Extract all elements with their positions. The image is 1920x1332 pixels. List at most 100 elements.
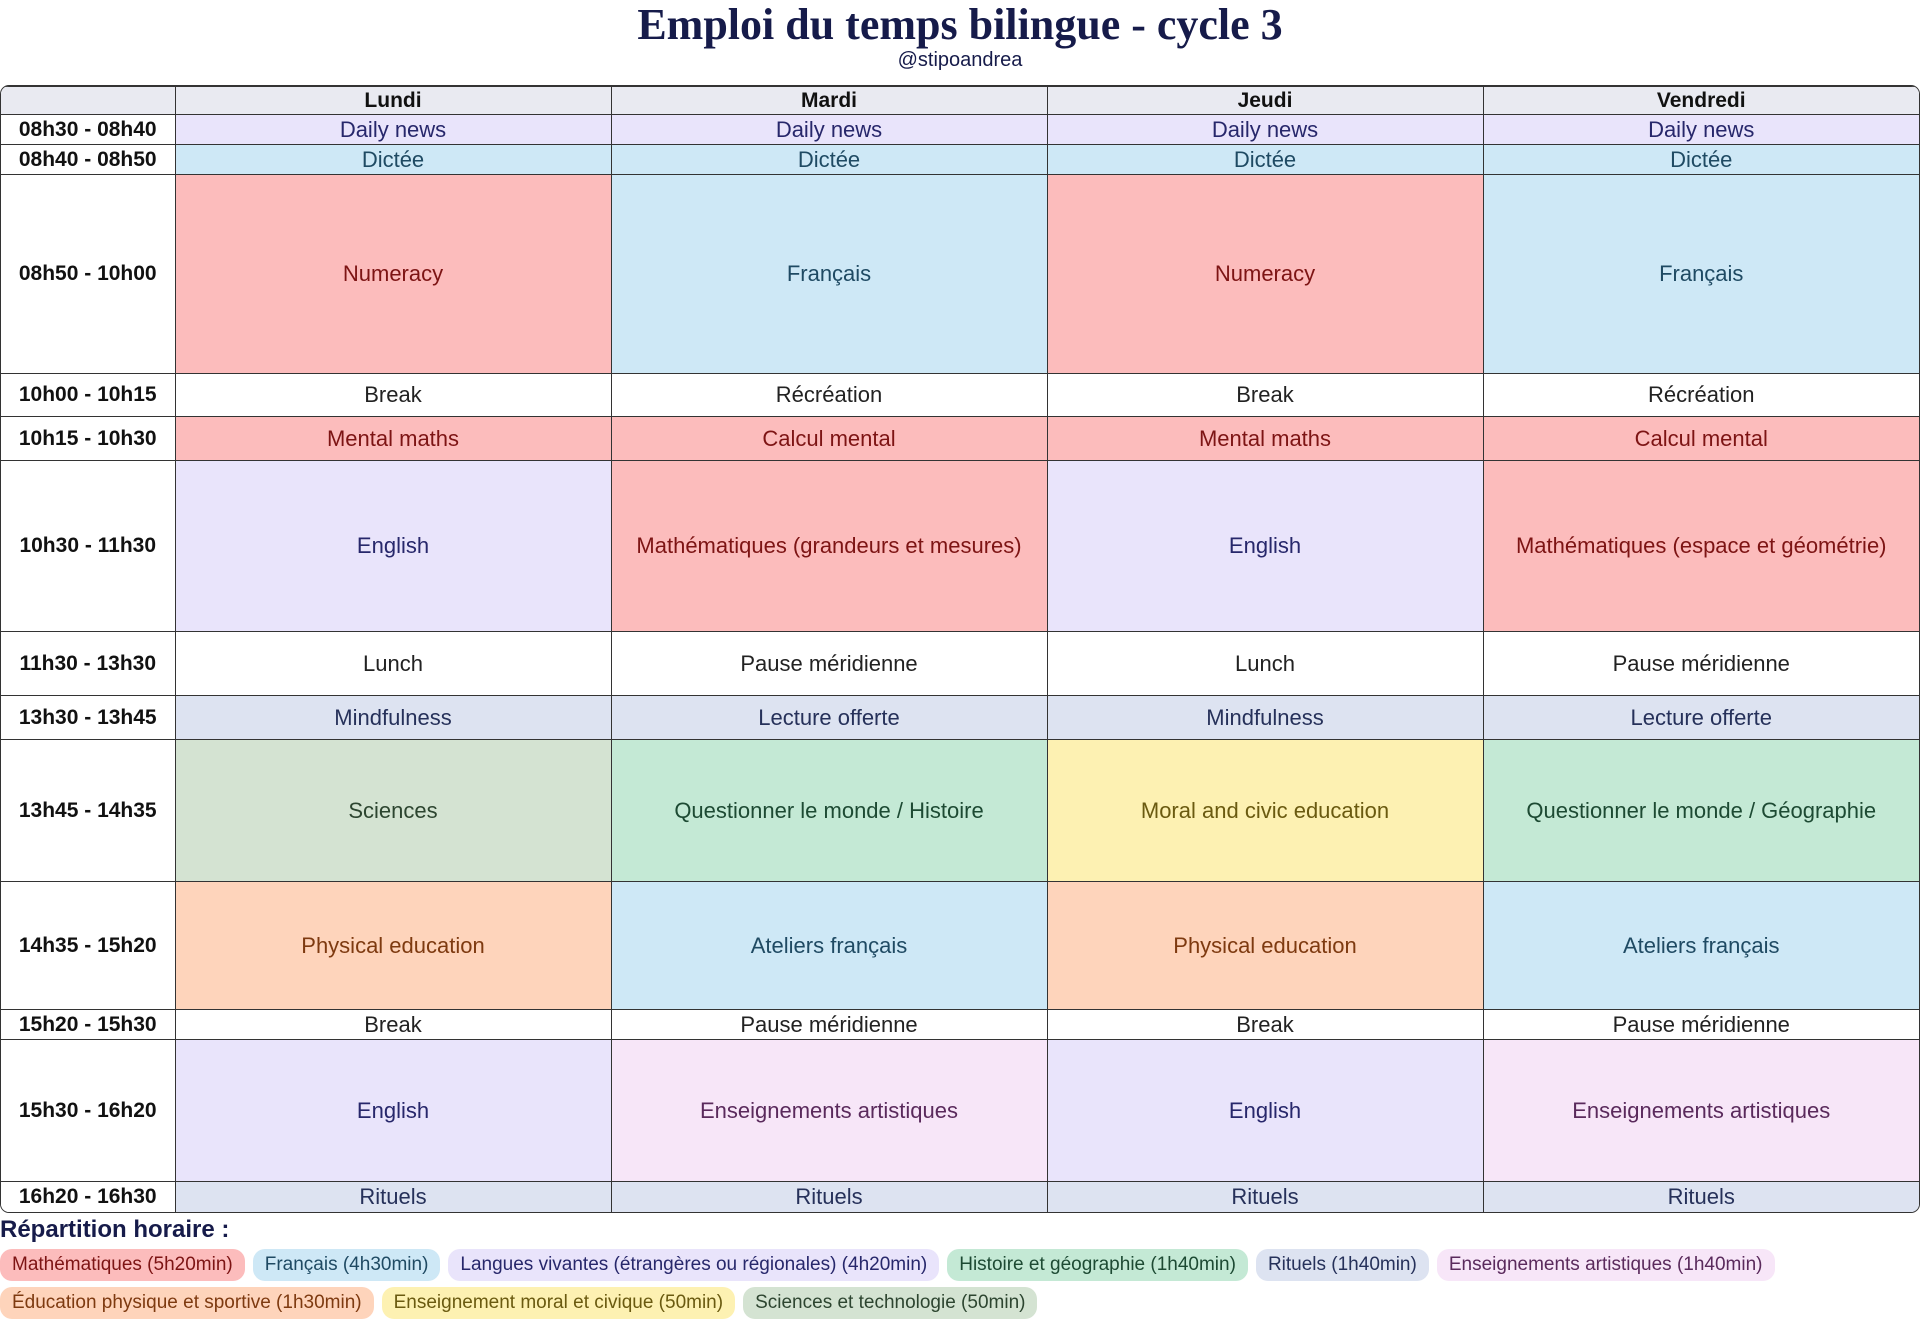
time-slot: 10h30 - 11h30 (1, 460, 176, 632)
day-header: Jeudi (1046, 86, 1484, 115)
lesson-cell: Mathématiques (espace et géométrie) (1482, 460, 1919, 632)
legend-item: Enseignements artistiques (1h40min) (1436, 1249, 1775, 1281)
lesson-cell: Lunch (1046, 631, 1484, 696)
time-row: 15h30 - 16h20 English Enseignements artist… (1, 1039, 1919, 1182)
lesson-cell: Français (1482, 174, 1919, 374)
lesson-cell: Calcul mental (1482, 416, 1919, 461)
lesson-cell: Daily news (1046, 114, 1484, 145)
time-row: 13h30 - 13h45 Mindfulness Lecture offerte M… (1, 695, 1919, 740)
lesson-cell: Questionner le monde / Géographie (1482, 739, 1919, 882)
time-slot: 08h30 - 08h40 (1, 114, 176, 145)
lesson-cell: Rituels (1482, 1181, 1919, 1212)
lesson-cell: Daily news (174, 114, 612, 145)
lesson-cell: Rituels (1046, 1181, 1484, 1212)
legend-item: Histoire et géographie (1h40min) (947, 1249, 1248, 1281)
time-slot: 08h40 - 08h50 (1, 144, 176, 175)
lesson-cell: Break (1046, 373, 1484, 417)
timetable: Lundi Mardi Jeudi Vendredi 08h30 - 08h40 Dail… (0, 85, 1920, 1213)
lesson-cell: Calcul mental (610, 416, 1048, 461)
legend-item: Rituels (1h40min) (1255, 1249, 1429, 1281)
lesson-cell: Lunch (174, 631, 612, 696)
lesson-cell: Enseignements artistiques (610, 1039, 1048, 1182)
lesson-cell: English (174, 460, 612, 632)
time-slot: 11h30 - 13h30 (1, 631, 176, 696)
lesson-cell: Ateliers français (610, 881, 1048, 1010)
lesson-cell: Enseignements artistiques (1482, 1039, 1919, 1182)
lesson-cell: Physical education (1046, 881, 1484, 1010)
lesson-cell: Pause méridienne (610, 1009, 1048, 1040)
legend: Mathématiques (5h20min) Français (4h30min… (0, 1249, 1920, 1319)
lesson-cell: Pause méridienne (610, 631, 1048, 696)
day-header: Mardi (610, 86, 1048, 115)
legend-item: Mathématiques (5h20min) (0, 1249, 245, 1281)
title: Emploi du temps bilingue - cycle 3 (637, 0, 1283, 49)
time-row: 14h35 - 15h20 Physical education Ateliers … (1, 881, 1919, 1010)
time-row: 16h20 - 16h30 Rituels Rituels Rituels Rituel… (1, 1181, 1919, 1212)
time-slot: 13h45 - 14h35 (1, 739, 176, 882)
time-row: 10h00 - 10h15 Break Récréation Break Récréat… (1, 373, 1919, 417)
lesson-cell: Lecture offerte (610, 695, 1048, 740)
day-header: Lundi (174, 86, 612, 115)
day-header: Vendredi (1482, 86, 1919, 115)
lesson-cell: Mathématiques (grandeurs et mesures) (610, 460, 1048, 632)
time-slot: 15h20 - 15h30 (1, 1009, 176, 1040)
lesson-cell: Break (174, 1009, 612, 1040)
time-row: 08h50 - 10h00 Numeracy Français Numeracy Fra… (1, 174, 1919, 374)
time-row: 15h20 - 15h30 Break Pause méridienne Break P… (1, 1009, 1919, 1040)
lesson-cell: Récréation (610, 373, 1048, 417)
lesson-cell: Lecture offerte (1482, 695, 1919, 740)
corner-cell (1, 86, 176, 115)
lesson-cell: Rituels (174, 1181, 612, 1212)
lesson-cell: Rituels (610, 1181, 1048, 1212)
lesson-cell: Break (1046, 1009, 1484, 1040)
legend-item: Sciences et technologie (50min) (743, 1287, 1038, 1319)
time-row: 10h15 - 10h30 Mental maths Calcul mental Me… (1, 416, 1919, 461)
legend-item: Éducation physique et sportive (1h30min) (0, 1287, 374, 1319)
time-slot: 08h50 - 10h00 (1, 174, 176, 374)
lesson-cell: Mindfulness (174, 695, 612, 740)
lesson-cell: Mindfulness (1046, 695, 1484, 740)
lesson-cell: Ateliers français (1482, 881, 1919, 1010)
lesson-cell: English (174, 1039, 612, 1182)
lesson-cell: Daily news (610, 114, 1048, 145)
legend-item: Enseignement moral et civique (50min) (381, 1287, 736, 1319)
lesson-cell: Mental maths (1046, 416, 1484, 461)
time-row: 08h30 - 08h40 Daily news Daily news Daily n… (1, 114, 1919, 145)
time-row: 08h40 - 08h50 Dictée Dictée Dictée Dictée (1, 144, 1919, 175)
lesson-cell: Dictée (1482, 144, 1919, 175)
lesson-cell: Mental maths (174, 416, 612, 461)
lesson-cell: Pause méridienne (1482, 1009, 1919, 1040)
time-slot: 10h15 - 10h30 (1, 416, 176, 461)
lesson-cell: Dictée (610, 144, 1048, 175)
time-row: 11h30 - 13h30 Lunch Pause méridienne Lunch P… (1, 631, 1919, 696)
lesson-cell: Dictée (174, 144, 612, 175)
lesson-cell: Numeracy (1046, 174, 1484, 374)
lesson-cell: Moral and civic education (1046, 739, 1484, 882)
time-slot: 10h00 - 10h15 (1, 373, 176, 417)
time-row: 10h30 - 11h30 English Mathématiques (grand… (1, 460, 1919, 632)
time-slot: 13h30 - 13h45 (1, 695, 176, 740)
time-row: 13h45 - 14h35 Sciences Questionner le mond… (1, 739, 1919, 882)
legend-item: Français (4h30min) (252, 1249, 441, 1281)
legend-item: Langues vivantes (étrangères ou régional… (448, 1249, 940, 1281)
lesson-cell: Sciences (174, 739, 612, 882)
time-slot: 15h30 - 16h20 (1, 1039, 176, 1182)
legend-title: Répartition horaire : (0, 1216, 230, 1243)
time-slot: 14h35 - 15h20 (1, 881, 176, 1010)
lesson-cell: Break (174, 373, 612, 417)
lesson-cell: Questionner le monde / Histoire (610, 739, 1048, 882)
lesson-cell: Pause méridienne (1482, 631, 1919, 696)
lesson-cell: English (1046, 1039, 1484, 1182)
lesson-cell: Numeracy (174, 174, 612, 374)
time-slot: 16h20 - 16h30 (1, 1181, 176, 1212)
lesson-cell: English (1046, 460, 1484, 632)
header-row: Lundi Mardi Jeudi Vendredi (1, 86, 1919, 115)
lesson-cell: Physical education (174, 881, 612, 1010)
table: Lundi Mardi Jeudi Vendredi 08h30 - 08h40 Dail… (1, 86, 1919, 1212)
subtitle: @stipoandrea (897, 49, 1023, 71)
lesson-cell: Récréation (1482, 373, 1919, 417)
lesson-cell: Français (610, 174, 1048, 374)
lesson-cell: Dictée (1046, 144, 1484, 175)
lesson-cell: Daily news (1482, 114, 1919, 145)
